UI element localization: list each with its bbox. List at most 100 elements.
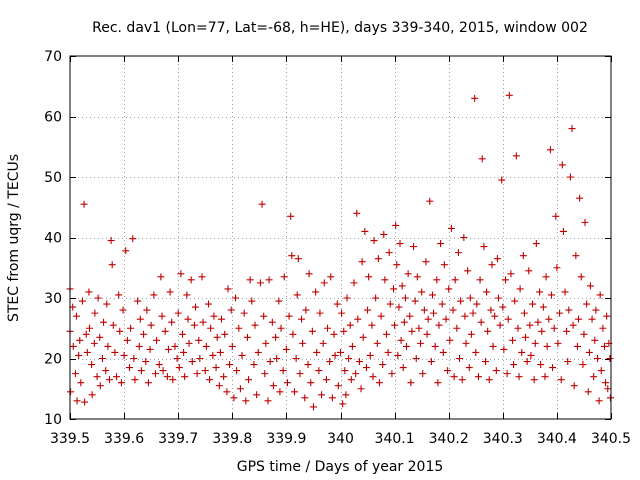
data-point [427,358,435,366]
data-point [465,364,473,372]
data-point [390,285,398,293]
data-point [242,397,250,405]
data-point [341,367,349,375]
data-point [343,294,351,302]
data-point [223,388,231,396]
data-point [552,212,560,220]
data-point [461,312,469,320]
data-point [340,327,348,335]
x-tick-label: 340.1 [375,431,415,447]
data-point [226,361,234,369]
data-point [453,324,461,332]
data-point [410,243,418,251]
data-point [581,218,589,226]
data-point [439,348,447,356]
data-point [373,339,381,347]
data-point [196,355,204,362]
data-point [457,297,465,305]
data-point [353,209,361,217]
data-point [246,276,254,284]
data-markers [66,91,614,411]
data-point [326,358,334,366]
data-point [529,300,537,308]
data-point [419,370,427,378]
data-point [357,385,365,393]
data-point [157,273,165,281]
data-point [184,315,192,323]
data-point [602,379,610,387]
data-point [386,300,394,308]
data-point [243,333,251,341]
data-point [584,388,592,396]
data-point [268,318,276,326]
data-point [163,373,171,381]
data-point [549,364,557,372]
data-point [464,267,472,275]
data-point [135,342,143,350]
data-point [236,385,244,393]
data-point [126,364,134,372]
data-point [509,336,517,344]
data-point [137,367,145,375]
data-point [451,276,459,284]
data-point [494,294,502,302]
data-point [483,288,491,296]
axis-ticks [70,56,612,420]
data-point [224,285,232,293]
data-point [476,276,484,284]
data-point [525,267,533,275]
data-point [333,300,341,308]
data-point [180,348,188,356]
data-point [168,318,176,326]
data-point [88,361,96,369]
data-point [115,291,123,299]
plot-frame [69,55,612,420]
data-point [146,345,154,353]
data-point [134,297,142,305]
data-point [539,303,547,311]
data-point [477,318,485,326]
data-point [398,282,406,290]
data-point [481,358,489,366]
data-point [489,342,497,350]
data-point [507,270,515,278]
data-point [291,388,299,396]
data-point [393,261,401,269]
data-point [583,300,591,308]
data-point [204,300,212,308]
y-tick-label: 20 [44,352,62,368]
data-point [307,379,315,387]
data-point [604,385,612,393]
data-point [119,306,127,314]
x-tick-label: 340.5 [591,431,631,447]
data-point [561,288,569,296]
data-point [147,321,155,329]
data-point [88,391,96,399]
data-point [391,321,399,329]
data-point [296,370,304,378]
data-point [478,155,486,163]
data-point [113,373,121,381]
data-point [413,273,421,281]
data-point [531,339,539,347]
data-point [98,355,106,362]
data-point [262,339,270,347]
y-tick-label: 50 [44,170,62,186]
data-point [166,288,174,296]
x-tick-labels: 339.5 339.6 339.7 339.8 339.9 340 340.1 340.2 34… [50,431,631,447]
data-point [564,358,572,366]
data-point [107,237,115,245]
data-point [159,367,167,375]
data-point [301,394,309,402]
x-tick-label: 340.3 [483,431,523,447]
y-tick-label: 40 [44,231,62,247]
data-point [446,336,454,344]
data-point [76,336,84,344]
data-point [298,315,306,323]
data-point [433,276,441,284]
x-tick-label: 339.5 [50,431,90,447]
data-point [394,351,402,359]
data-point [155,361,163,369]
data-point [362,364,370,372]
data-point [272,333,280,341]
